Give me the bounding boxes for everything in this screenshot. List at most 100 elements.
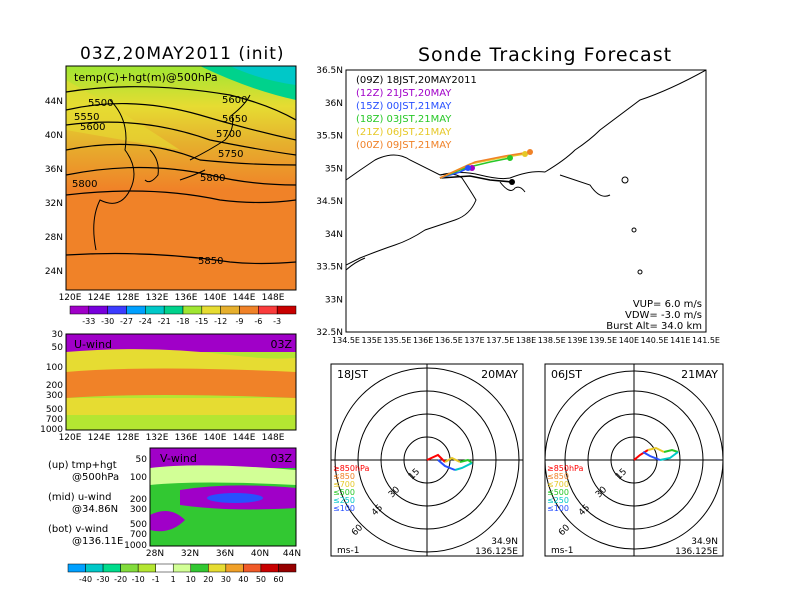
coast-shikoku bbox=[346, 257, 366, 271]
p-label: 300 bbox=[130, 505, 147, 515]
u-lower-band bbox=[66, 398, 296, 415]
p-label: 200 bbox=[130, 495, 147, 505]
colorbar-swatch bbox=[201, 305, 221, 315]
colorbar-swatch bbox=[163, 305, 184, 315]
lon-label: 135E bbox=[362, 336, 382, 345]
lon-label: 136E bbox=[413, 336, 433, 345]
colorbar-label: -27 bbox=[120, 317, 133, 326]
lat-label: 36N bbox=[216, 549, 234, 559]
landing-09z bbox=[509, 179, 515, 185]
lon-label: 135.5E bbox=[383, 336, 411, 345]
lon-label: 144E bbox=[233, 433, 256, 443]
lon-label: 136.5E bbox=[435, 336, 463, 345]
v-label: V-wind bbox=[160, 452, 197, 465]
lon-label: 139E bbox=[567, 336, 587, 345]
contour-5600 bbox=[66, 102, 296, 141]
lat-label: 36.5N bbox=[316, 66, 343, 76]
hodo2-lon: 136.125E bbox=[675, 547, 718, 557]
contour-label: 5800 bbox=[72, 179, 97, 190]
contour-5650 bbox=[66, 121, 296, 156]
island bbox=[637, 269, 643, 275]
lon-label: 128E bbox=[117, 293, 140, 303]
forecast-lat-labels: 36.5N 36N 35.5N 35N 34.5N 34N 33.5N 33N 32.5N bbox=[316, 66, 343, 338]
legend-18z: (18Z) 03JST,21MAY bbox=[356, 114, 452, 125]
colorbar-swatch bbox=[243, 563, 262, 573]
colorbar-label: 10 bbox=[186, 575, 196, 584]
colorbar-swatch bbox=[260, 563, 279, 573]
island bbox=[631, 227, 637, 233]
lon-label: 140E bbox=[204, 433, 227, 443]
level-700: ≤700 bbox=[333, 480, 355, 489]
note-up: (up) tmp+hgt bbox=[48, 460, 117, 471]
coast-korea bbox=[144, 149, 159, 183]
p-label: 200 bbox=[46, 381, 63, 391]
coast-ise bbox=[499, 181, 526, 193]
colorbar-label: -24 bbox=[139, 317, 152, 326]
contour-5500 bbox=[66, 86, 296, 121]
colorbar-swatch bbox=[102, 563, 121, 573]
colorbar-label: -9 bbox=[236, 317, 244, 326]
u-upper-band bbox=[66, 334, 296, 352]
left-panel-title: 03Z,20MAY2011 (init) bbox=[80, 44, 285, 64]
colorbar-swatch bbox=[182, 305, 203, 315]
v-upper-band bbox=[150, 448, 296, 468]
lat-label: 33.5N bbox=[316, 263, 343, 273]
lon-label: 137E bbox=[464, 336, 484, 345]
u-wind-panel: U-wind 03Z 30 50 100 200 300 500 700 100… bbox=[40, 330, 297, 443]
colorbar-swatch bbox=[225, 563, 244, 573]
lon-label: 124E bbox=[88, 293, 111, 303]
p-label: 1000 bbox=[40, 425, 63, 435]
coast-china bbox=[93, 99, 135, 251]
temperature-height-map: 5500 5550 5600 5600 5650 5700 5750 5800 … bbox=[45, 65, 297, 303]
lat-label: 36N bbox=[325, 99, 343, 109]
note-mid: (mid) u-wind bbox=[48, 492, 111, 503]
lat-label: 40N bbox=[251, 549, 269, 559]
landing-21z bbox=[522, 151, 528, 157]
colorbar-swatch bbox=[145, 305, 165, 315]
hodo2-unit: ms-1 bbox=[551, 546, 573, 556]
level-850: ≤850 bbox=[547, 472, 569, 481]
colorbar-swatch bbox=[258, 305, 278, 315]
colorbar-label: -30 bbox=[97, 575, 110, 584]
colorbar-label: -21 bbox=[158, 317, 171, 326]
colorbar-swatch bbox=[67, 563, 86, 573]
colorbar-label: 30 bbox=[221, 575, 231, 584]
coast-honshu bbox=[439, 70, 706, 180]
colorbar-label: -6 bbox=[254, 317, 262, 326]
v-frame bbox=[149, 447, 297, 547]
note-bot-sub: @136.11E bbox=[72, 536, 123, 547]
lon-label: 137.5E bbox=[486, 336, 514, 345]
colorbar-label: -30 bbox=[101, 317, 114, 326]
contour-5750 bbox=[66, 166, 296, 186]
lat-label: 44N bbox=[283, 549, 301, 559]
u-frame bbox=[65, 333, 297, 431]
colorbar-swatch bbox=[126, 305, 146, 315]
hodo2-trace-500 bbox=[663, 448, 679, 453]
lon-label: 128E bbox=[117, 433, 140, 443]
lon-label: 120E bbox=[59, 433, 82, 443]
level-100: ≤100 bbox=[333, 504, 355, 513]
hodo1-trace-700 bbox=[444, 456, 461, 463]
v-min bbox=[207, 493, 263, 503]
lat-label: 40N bbox=[45, 131, 63, 141]
colorbar-label: -10 bbox=[132, 575, 145, 584]
u-label: U-wind bbox=[74, 338, 112, 351]
note-bot: (bot) v-wind bbox=[48, 524, 108, 535]
level-500: ≤500 bbox=[547, 488, 569, 497]
coast-japan bbox=[179, 94, 251, 181]
p-label: 500 bbox=[46, 405, 63, 415]
v-band bbox=[150, 465, 296, 485]
lon-label: 136E bbox=[175, 433, 198, 443]
hodo2-trace-250 bbox=[659, 451, 679, 461]
hodograph-06jst: 06JST 21MAY 15 30 45 60 ≥850hPa ≤850 ≤70… bbox=[544, 363, 724, 557]
coast-kii bbox=[346, 154, 477, 266]
lon-label: 132E bbox=[146, 433, 169, 443]
legend-21z: (21Z) 06JST,21MAY bbox=[356, 127, 452, 138]
track-09z bbox=[439, 175, 513, 183]
p-label: 50 bbox=[52, 343, 64, 353]
hodo2-time: 06JST bbox=[551, 368, 582, 381]
colorbar-label: -40 bbox=[79, 575, 92, 584]
colorbar-swatch bbox=[137, 563, 156, 573]
